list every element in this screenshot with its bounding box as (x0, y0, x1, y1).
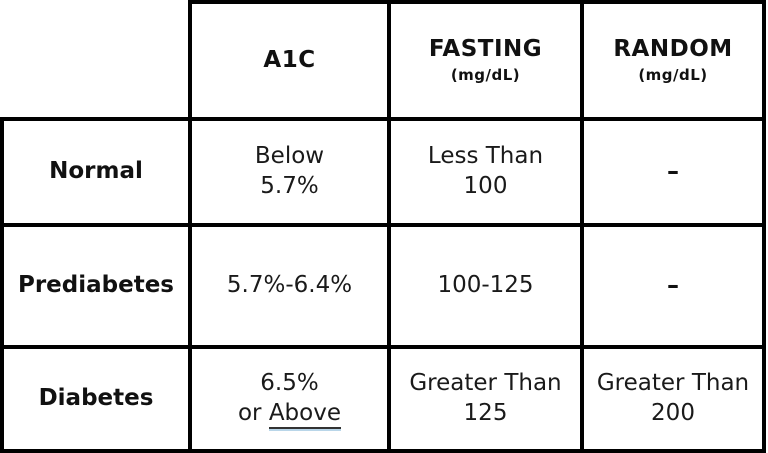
header-random-title: RANDOM (613, 36, 733, 63)
header-random: RANDOM (mg/dL) (580, 0, 766, 121)
row-prediabetes: Prediabetes 5.7%-6.4% 100-125 – (0, 223, 766, 349)
row-label-normal: Normal (0, 117, 192, 227)
row-label-prediabetes: Prediabetes (0, 223, 192, 349)
cell-diabetes-random-line2: 200 (651, 400, 695, 426)
cell-diabetes-a1c-line2: or Above (196, 399, 383, 429)
no-value-dash: – (667, 157, 679, 186)
cell-prediabetes-random: – (580, 223, 766, 349)
header-a1c: A1C (188, 0, 391, 121)
cell-normal-a1c-line1: Below (254, 143, 325, 170)
cell-prediabetes-a1c: 5.7%-6.4% (188, 223, 391, 349)
cell-normal-fasting-line1: Less Than (427, 143, 544, 170)
above-underlined-text: Above (268, 400, 341, 429)
header-fasting-title: FASTING (428, 36, 543, 63)
header-row: A1C FASTING (mg/dL) RANDOM (mg/dL) (2, 0, 766, 121)
cell-diabetes-random: Greater Than 200 (580, 345, 766, 453)
row-normal: Normal Below 5.7% Less Than 100 – (0, 117, 766, 227)
cell-normal-fasting: Less Than 100 (387, 117, 584, 227)
cell-prediabetes-a1c-line1: 5.7%-6.4% (226, 272, 353, 299)
or-text: or (237, 400, 262, 426)
cell-diabetes-a1c-line1: 6.5% (260, 370, 319, 397)
cell-diabetes-fasting: Greater Than 125 (387, 345, 584, 453)
cell-normal-fasting-line2: 100 (463, 173, 508, 199)
cell-diabetes-fasting-line1: Greater Than (409, 370, 562, 397)
row-diabetes: Diabetes 6.5% or Above Greater Than 125 … (0, 345, 766, 453)
corner-empty-cell (2, 2, 190, 119)
cell-diabetes-random-line1: Greater Than (596, 370, 750, 397)
header-random-unit: (mg/dL) (638, 66, 708, 85)
row-label-diabetes: Diabetes (0, 345, 192, 453)
cell-prediabetes-fasting-line1: 100-125 (437, 272, 534, 299)
cell-normal-random: – (580, 117, 766, 227)
no-value-dash: – (667, 271, 679, 300)
header-a1c-title: A1C (263, 46, 316, 73)
header-fasting: FASTING (mg/dL) (387, 0, 584, 121)
cell-diabetes-a1c: 6.5% or Above (188, 345, 391, 453)
cell-normal-a1c-line2: 5.7% (260, 173, 319, 199)
cell-normal-a1c: Below 5.7% (188, 117, 391, 227)
cell-diabetes-fasting-line2: 125 (463, 400, 508, 426)
cell-prediabetes-fasting: 100-125 (387, 223, 584, 349)
header-fasting-unit: (mg/dL) (450, 66, 521, 85)
